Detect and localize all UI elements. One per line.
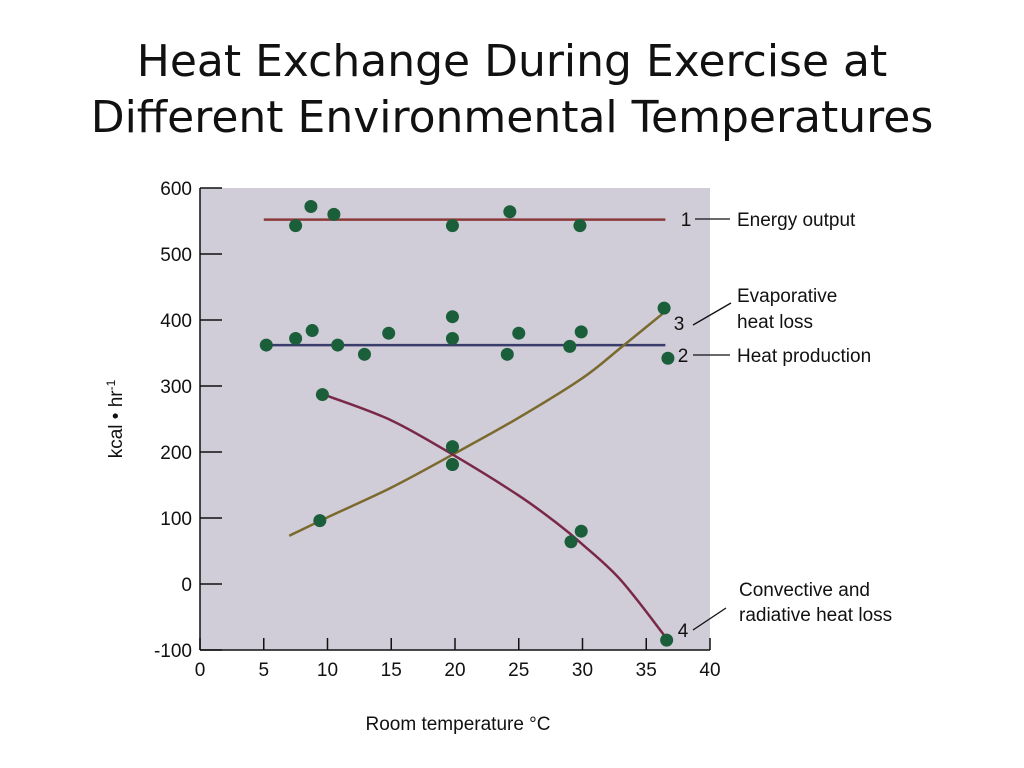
series-number-3: 3 xyxy=(674,314,685,335)
slide-title-line-2: Different Environmental Temperatures xyxy=(90,92,934,143)
series-line-3 xyxy=(288,310,667,537)
x-tick-label: 30 xyxy=(572,660,593,681)
data-point-series-2 xyxy=(563,339,577,353)
data-point-series-2 xyxy=(445,331,459,345)
data-point-series-2 xyxy=(259,338,273,352)
data-point-series-2 xyxy=(512,326,526,340)
label-energy-output: Energy output xyxy=(737,210,856,231)
data-point-series-1 xyxy=(503,205,517,219)
data-point-series-2 xyxy=(445,310,459,324)
x-tick-label: 10 xyxy=(317,660,338,681)
callout-heat-production: 2 Heat production xyxy=(678,346,871,367)
x-tick-label: 20 xyxy=(444,660,465,681)
data-point-series-2 xyxy=(574,325,588,339)
label-heat-production: Heat production xyxy=(737,346,871,367)
callout-convective-radiative: 4 Convective and radiative heat loss xyxy=(678,580,892,642)
data-point-series-2 xyxy=(357,347,371,361)
data-point-series-2 xyxy=(500,347,514,361)
leader-line-3 xyxy=(692,302,732,326)
data-point-series-1 xyxy=(573,219,587,233)
y-axis-label: kcal • hr-1 xyxy=(104,379,127,458)
data-point-series-3 xyxy=(657,301,671,315)
x-tick-label: 5 xyxy=(258,660,269,681)
plot-background xyxy=(200,188,710,650)
data-point-series-4 xyxy=(445,440,459,454)
y-tick-label: -100 xyxy=(154,641,192,662)
x-tick-label: 25 xyxy=(508,660,529,681)
y-tick-label: 300 xyxy=(160,377,192,398)
data-point-series-1 xyxy=(327,207,341,221)
y-tick-label: 200 xyxy=(160,443,192,464)
data-point-series-1 xyxy=(445,219,459,233)
series-number-2: 2 xyxy=(678,346,689,367)
leader-line-4 xyxy=(692,607,727,631)
callout-evaporative-heat-loss: 3 Evaporative heat loss xyxy=(674,286,838,335)
data-point-series-2 xyxy=(382,326,396,340)
callout-energy-output: 1 Energy output xyxy=(681,210,856,231)
data-point-series-2 xyxy=(289,331,303,345)
data-point-series-4 xyxy=(574,524,588,538)
x-tick-label: 40 xyxy=(699,660,720,681)
x-tick-label: 0 xyxy=(195,660,206,681)
data-point-series-2 xyxy=(305,324,319,338)
y-tick-label: 400 xyxy=(160,311,192,332)
x-tick-label: 35 xyxy=(636,660,657,681)
y-axis-label-superscript: -1 xyxy=(104,379,118,390)
data-point-series-4 xyxy=(315,388,329,402)
data-point-series-2 xyxy=(661,351,675,365)
data-point-series-4 xyxy=(564,535,578,549)
x-tick-label: 15 xyxy=(381,660,402,681)
data-point-series-4 xyxy=(660,633,674,647)
data-points xyxy=(259,199,675,647)
y-tick-label: 100 xyxy=(160,509,192,530)
slide-title: Heat Exchange During Exercise at Differe… xyxy=(0,34,1024,146)
label-convective-line-1: Convective and xyxy=(739,580,870,601)
y-tick-label: 0 xyxy=(181,575,192,596)
x-axis-label: Room temperature °C xyxy=(366,714,551,735)
data-point-series-1 xyxy=(289,219,303,233)
label-evaporative-line-1: Evaporative xyxy=(737,286,837,307)
y-tick-label: 500 xyxy=(160,245,192,266)
y-axis-label-main: kcal • hr xyxy=(106,390,127,459)
series-number-1: 1 xyxy=(681,210,692,231)
slide-title-line-1: Heat Exchange During Exercise at xyxy=(136,36,888,87)
data-point-series-4 xyxy=(445,458,459,472)
y-tick-label: 600 xyxy=(160,179,192,200)
series-number-4: 4 xyxy=(678,621,689,642)
series-line-4 xyxy=(327,394,667,638)
data-point-series-3 xyxy=(313,514,327,528)
label-convective-line-2: radiative heat loss xyxy=(739,605,892,626)
data-point-series-2 xyxy=(331,338,345,352)
label-evaporative-line-2: heat loss xyxy=(737,312,813,333)
data-point-series-1 xyxy=(304,199,318,213)
